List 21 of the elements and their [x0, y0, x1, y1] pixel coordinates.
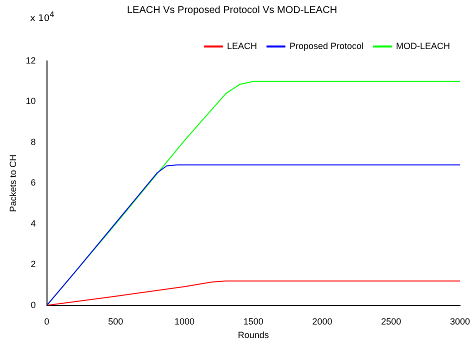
chart-title: LEACH Vs Proposed Protocol Vs MOD-LEACH	[126, 4, 338, 16]
x-tick-label: 1000	[174, 316, 195, 326]
x-tick-label: 2000	[312, 316, 332, 326]
x-tick-label: 1500	[243, 316, 264, 326]
y-tick-label: 8	[30, 136, 36, 147]
text: x 10$^{4}$	[30, 10, 54, 24]
x-tick-label: 3000	[450, 316, 470, 326]
legend-label: Proposed Protocol	[289, 40, 364, 51]
x-axis-title: Rounds	[238, 330, 270, 340]
y-tick-label: 12	[26, 55, 36, 66]
y-tick-label: 10	[26, 96, 36, 106]
y-tick-label: 2	[30, 259, 36, 270]
x-tick-label: 500	[108, 316, 124, 326]
y-tick-label: 4	[30, 218, 36, 228]
x-tick-label: 2500	[381, 316, 402, 326]
y-axis-title: Packets to CH	[8, 154, 18, 212]
legend-label: MOD-LEACH	[396, 40, 450, 51]
y-tick-label: 0	[30, 300, 36, 310]
y-tick-label: 6	[30, 178, 36, 188]
legend-label: LEACH	[226, 40, 257, 51]
x-tick-label: 0	[44, 316, 50, 326]
